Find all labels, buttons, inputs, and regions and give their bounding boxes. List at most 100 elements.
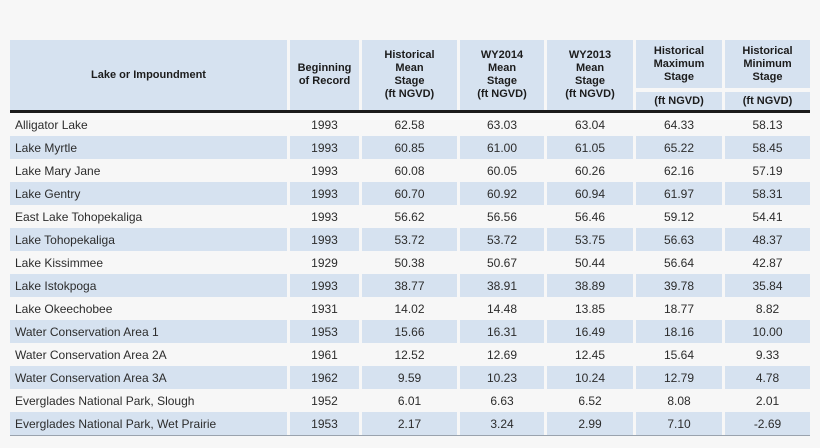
stage-value-cell: 1931 [290,297,362,320]
stage-value-cell: 12.45 [547,343,636,366]
stage-value-cell: 16.31 [460,320,547,343]
stage-value-cell: 56.64 [636,251,725,274]
lake-name-cell: Lake Myrtle [10,136,290,159]
column-header-historical-minimum-stage: Historical Minimum Stage (ft NGVD) [725,40,810,110]
table-row: East Lake Tohopekaliga 1993 56.62 56.56 56.4… [10,205,810,228]
column-header-wy2014-mean-stage: WY2014 Mean Stage (ft NGVD) [460,40,547,110]
stage-value-cell: 1993 [290,205,362,228]
stage-value-cell: 53.75 [547,228,636,251]
stage-value-cell: 60.26 [547,159,636,182]
header-divider-rule [10,110,810,113]
stage-value-cell: 14.48 [460,297,547,320]
stage-value-cell: 39.78 [636,274,725,297]
stage-value-cell: 1993 [290,274,362,297]
stage-value-cell: 12.79 [636,366,725,389]
stage-value-cell: 50.67 [460,251,547,274]
stage-value-cell: 61.97 [636,182,725,205]
stage-value-cell: 56.63 [636,228,725,251]
lake-name-cell: Everglades National Park, Slough [10,389,290,412]
table-row: Lake Gentry 1993 60.70 60.92 60.94 61.97 58.31 [10,182,810,205]
stage-value-cell: 60.94 [547,182,636,205]
stage-value-cell: 1953 [290,320,362,343]
stage-value-cell: 1993 [290,159,362,182]
stage-value-cell: 15.64 [636,343,725,366]
stage-value-cell: 9.33 [755,347,780,362]
lake-name-cell: Water Conservation Area 3A [10,366,290,389]
stage-value-cell: 7.10 [636,412,725,435]
table-row: Lake Okeechobee 1931 14.02 14.48 13.85 18.77 8… [10,297,810,320]
lake-name-cell: Water Conservation Area 2A [10,343,290,366]
stage-value-cell: 38.91 [460,274,547,297]
stage-value-cell: 56.56 [460,205,547,228]
stage-value-cell: 1993 [290,182,362,205]
stage-value-cell: 62.16 [636,159,725,182]
column-header-historical-maximum-stage-unit: (ft NGVD) [636,92,722,110]
stage-value-cell: 38.89 [547,274,636,297]
table-row: Everglades National Park, Wet Prairie 195… [10,412,810,435]
stage-value-cell: 1993 [290,113,362,136]
lake-name-cell: East Lake Tohopekaliga [10,205,290,228]
stage-value-cell: 2.01 [755,393,780,408]
stage-value-cell: 58.45 [725,136,810,159]
stage-value-cell: 53.72 [460,228,547,251]
stage-value-cell: 8.08 [636,389,725,412]
stage-value-cell: 13.85 [547,297,636,320]
lake-name-cell: Lake Gentry [10,182,290,205]
stage-value-cell: 3.24 [460,412,547,435]
stage-value-cell: 1962 [290,366,362,389]
stage-value-cell: 56.46 [547,205,636,228]
stage-value-cell: 1953 [290,412,362,435]
stage-value-cell: 6.01 [362,389,460,412]
stage-value-cell: 60.70 [362,182,460,205]
stage-value-cell: 60.85 [362,136,460,159]
stage-value-cell: 10.23 [460,366,547,389]
stage-value-cell: 4.78 [725,366,810,389]
table-row: Lake Mary Jane 1993 60.08 60.05 60.26 62.16 57… [10,159,810,182]
table-bottom-rule [10,435,810,436]
lake-name-cell: Lake Kissimmee [10,251,290,274]
stage-value-cell: 63.04 [547,113,636,136]
stage-value-cell: 18.16 [636,320,725,343]
table-body: Alligator Lake 1993 62.58 63.03 63.04 64.33 58… [10,113,810,435]
stage-value-cell: 14.02 [362,297,460,320]
stage-value-cell: 42.87 [752,255,783,270]
table-row: Alligator Lake 1993 62.58 63.03 63.04 64.33 58… [10,113,810,136]
stage-value-cell: 12.52 [362,343,460,366]
lake-name-cell: Water Conservation Area 1 [10,320,290,343]
stage-value-cell: 9.59 [362,366,460,389]
stage-value-cell: 50.38 [362,251,460,274]
stage-value-cell: 1952 [290,389,362,412]
stage-value-cell: 57.19 [752,163,783,178]
stage-value-cell: 60.08 [362,159,460,182]
stage-value-cell: 1929 [290,251,362,274]
stage-value-cell: -2.69 [725,412,810,435]
stage-value-cell: 54.41 [752,209,783,224]
stage-value-cell: 16.49 [547,320,636,343]
table-row: Everglades National Park, Slough 1952 6.01… [10,389,810,412]
stage-value-cell: 56.62 [362,205,460,228]
stage-value-cell: 50.44 [547,251,636,274]
stage-value-cell: 6.52 [547,389,636,412]
stage-value-cell: 12.69 [460,343,547,366]
lake-name-cell: Lake Tohopekaliga [10,228,290,251]
stage-value-cell: 60.92 [460,182,547,205]
stage-value-cell: 15.66 [362,320,460,343]
stage-value-cell: 58.31 [725,182,810,205]
lake-name-cell: Everglades National Park, Wet Prairie [10,412,290,435]
table-row: Water Conservation Area 1 1953 15.66 16.31 1… [10,320,810,343]
stage-value-cell: 65.22 [636,136,725,159]
table-row: Lake Kissimmee 1929 50.38 50.67 50.44 56.64 42… [10,251,810,274]
stage-value-cell: 53.72 [362,228,460,251]
stage-value-cell: 60.05 [460,159,547,182]
column-header-historical-minimum-stage-unit: (ft NGVD) [725,92,810,110]
stage-value-cell: 1993 [290,228,362,251]
table-row: Lake Tohopekaliga 1993 53.72 53.72 53.75 56.6… [10,228,810,251]
lake-name-cell: Lake Istokpoga [10,274,290,297]
stage-value-cell: 1961 [290,343,362,366]
stage-value-cell: 8.82 [755,301,780,316]
stage-value-cell: 38.77 [362,274,460,297]
stage-value-cell: 1993 [290,136,362,159]
stage-value-cell: 10.00 [725,320,810,343]
stage-value-cell: 48.37 [725,228,810,251]
